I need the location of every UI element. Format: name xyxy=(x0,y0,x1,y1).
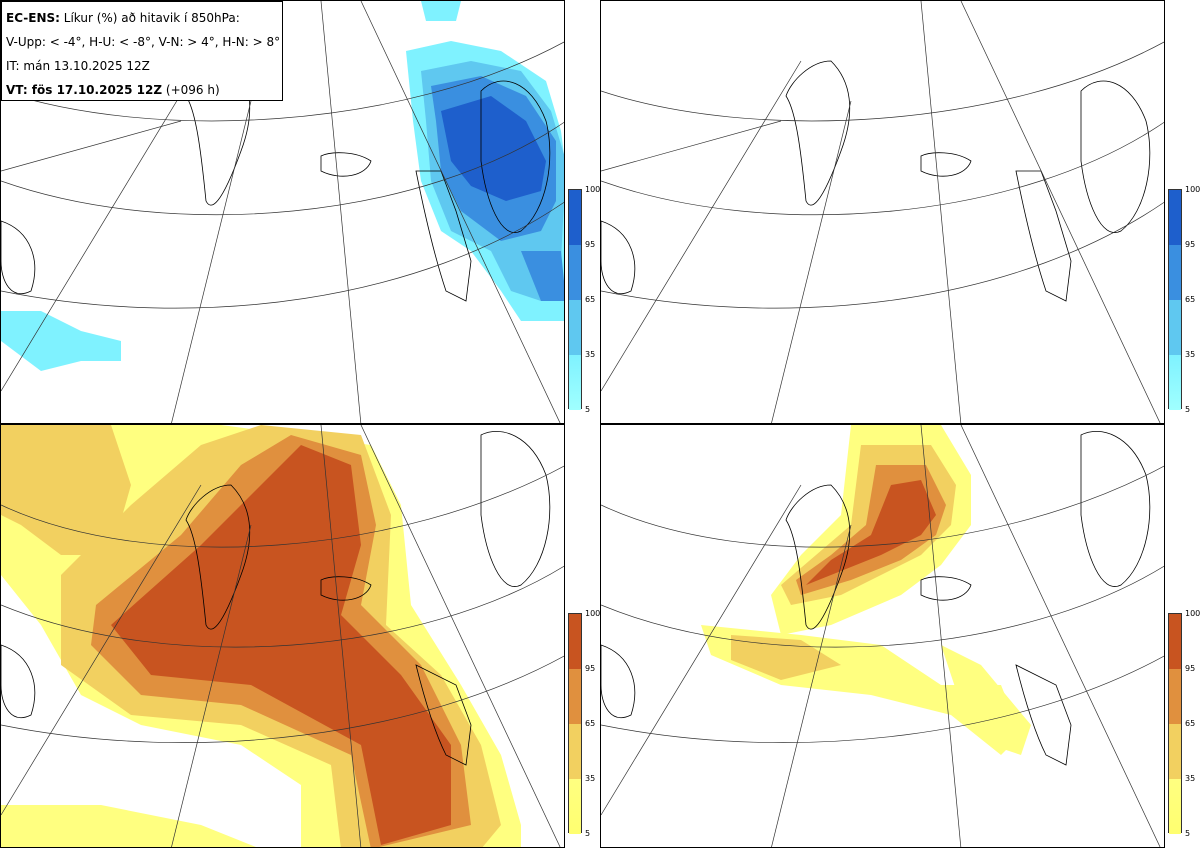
graticule xyxy=(601,425,1164,847)
colorbar-segment xyxy=(569,669,581,724)
coastlines xyxy=(601,60,1151,302)
colorbar-segment xyxy=(569,190,581,245)
colorbar-tick-label: 5 xyxy=(1185,829,1191,838)
colorbar-cold: 100 95 65 35 5 xyxy=(1168,186,1200,414)
colorbar-tick-label: 35 xyxy=(1185,350,1196,359)
colorbar-tick-label: 5 xyxy=(585,829,591,838)
colorbar-segment xyxy=(1169,669,1181,724)
probability-field xyxy=(1,425,521,847)
map-panel-cold-minus8 xyxy=(600,0,1165,424)
valid-time-line: VT: fös 17.10.2025 12Z (+096 h) xyxy=(6,83,220,97)
colorbar-tick-label: 95 xyxy=(1185,240,1196,249)
colorbar-segment xyxy=(1169,724,1181,779)
info-box: EC-ENS: Líkur (%) að hitavik í 850hPa: V… xyxy=(1,1,283,101)
colorbar-segment xyxy=(569,300,581,355)
initial-time-line: IT: mán 13.10.2025 12Z xyxy=(6,59,150,73)
colorbar-tick-label: 95 xyxy=(585,240,596,249)
colorbar-tick-label: 65 xyxy=(585,295,596,304)
colorbar-segment xyxy=(1169,355,1181,410)
colorbar-segment xyxy=(569,245,581,300)
colorbar-tick-label: 65 xyxy=(1185,295,1196,304)
coastlines xyxy=(601,431,1151,766)
colorbar-tick-label: 5 xyxy=(1185,405,1191,414)
map-panel-cold-minus4: EC-ENS: Líkur (%) að hitavik í 850hPa: V… xyxy=(0,0,565,424)
graticule xyxy=(601,1,1164,423)
graticule xyxy=(1,425,564,847)
colorbar-segment xyxy=(1169,190,1181,245)
colorbar-warm: 100 95 65 35 5 xyxy=(1168,610,1200,838)
colorbar-segment xyxy=(1169,300,1181,355)
map-canvas xyxy=(1,1,564,423)
graticule xyxy=(1,1,564,423)
colorbar-segment xyxy=(1169,614,1181,669)
colorbar-tick-label: 100 xyxy=(585,185,601,194)
colorbar-segment xyxy=(569,614,581,669)
coastlines xyxy=(1,431,551,766)
probability-field xyxy=(1,1,564,371)
map-canvas xyxy=(1,425,564,847)
map-panel-warm-plus4 xyxy=(0,424,565,848)
probability-field xyxy=(701,425,1031,755)
colorbar-segment xyxy=(569,355,581,410)
colorbar-tick-label: 35 xyxy=(1185,774,1196,783)
colorbar-cold: 100 95 65 35 5 xyxy=(568,186,600,414)
colorbar-warm: 100 95 65 35 5 xyxy=(568,610,600,838)
colorbar-tick-label: 65 xyxy=(585,719,596,728)
colorbar-segment xyxy=(569,779,581,834)
colorbar-tick-label: 35 xyxy=(585,350,596,359)
colorbar-segment xyxy=(1169,245,1181,300)
colorbar-tick-label: 95 xyxy=(585,664,596,673)
map-canvas xyxy=(601,425,1164,847)
colorbar-segment xyxy=(569,724,581,779)
colorbar-tick-label: 95 xyxy=(1185,664,1196,673)
colorbar-tick-label: 5 xyxy=(585,405,591,414)
colorbar-tick-label: 35 xyxy=(585,774,596,783)
map-canvas xyxy=(601,1,1164,423)
colorbar-segment xyxy=(1169,779,1181,834)
colorbar-tick-label: 65 xyxy=(1185,719,1196,728)
map-panel-warm-plus8 xyxy=(600,424,1165,848)
colorbar-tick-label: 100 xyxy=(1185,609,1200,618)
colorbar-tick-label: 100 xyxy=(1185,185,1200,194)
colorbar-tick-label: 100 xyxy=(585,609,601,618)
criteria-line: V-Upp: < -4°, H-U: < -8°, V-N: > 4°, H-N… xyxy=(6,35,281,49)
title-line: EC-ENS: Líkur (%) að hitavik í 850hPa: xyxy=(6,11,240,25)
